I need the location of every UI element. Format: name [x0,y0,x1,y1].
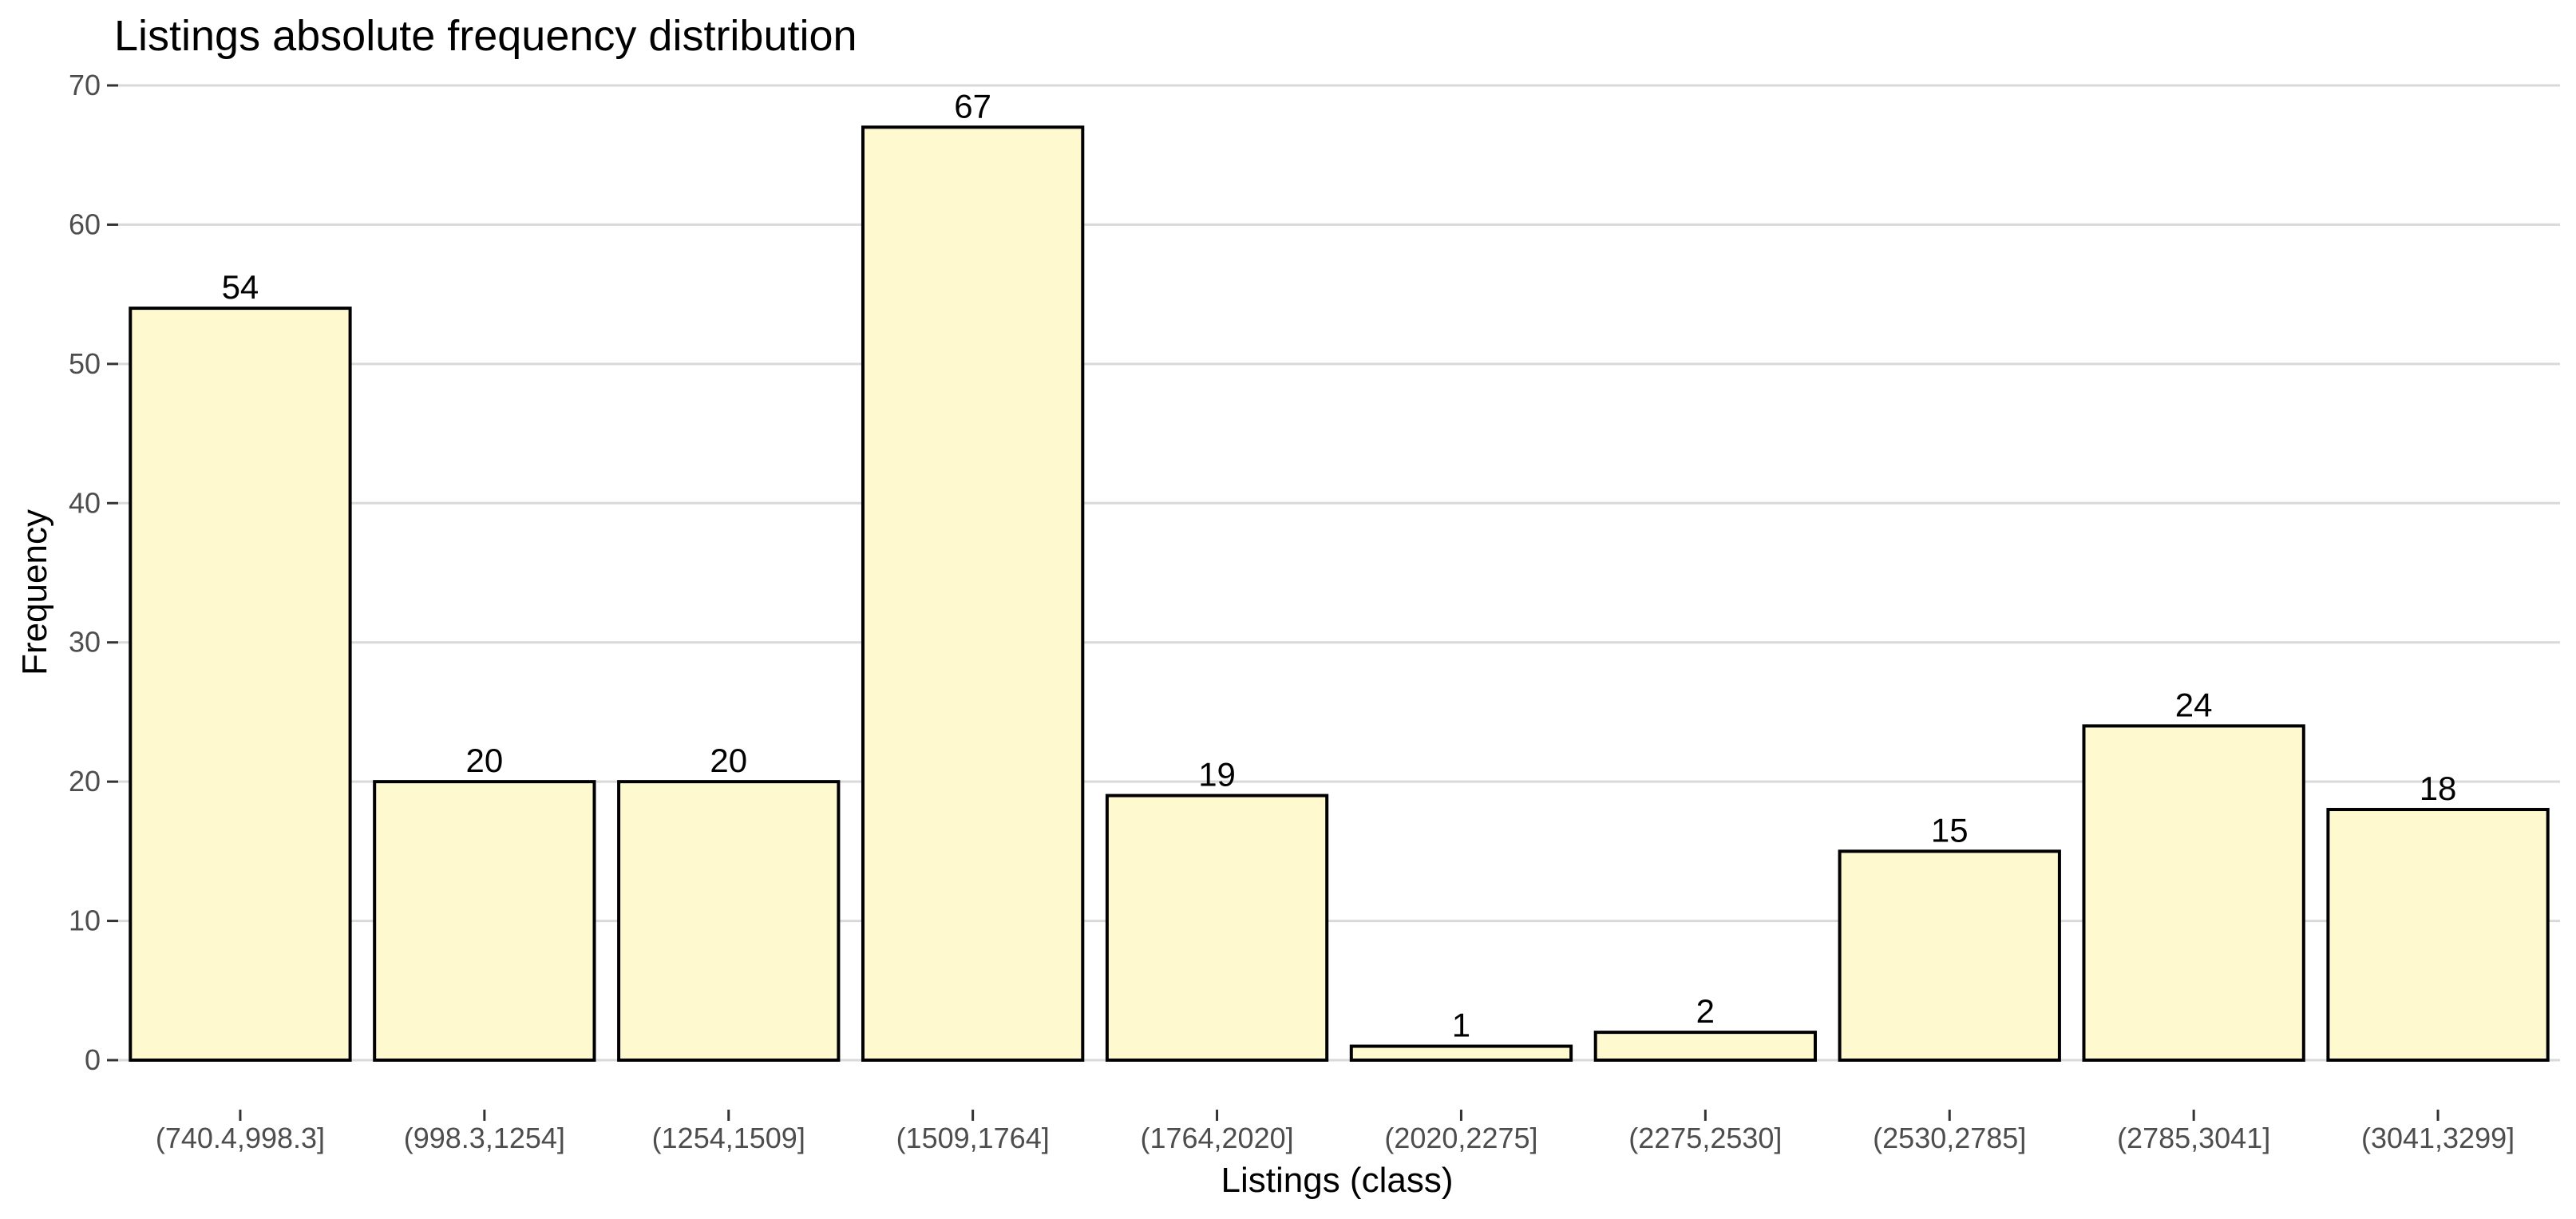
x-tick-label: (3041,3299] [2361,1122,2515,1154]
bar-value-label: 19 [1198,756,1236,794]
bar-value-label: 1 [1452,1007,1470,1044]
bar [129,307,352,1063]
bar-value-label: 67 [954,87,991,125]
bar [861,125,1085,1062]
bar [2326,808,2550,1062]
x-tick-label: (1764,2020] [1140,1122,1293,1154]
y-tick-label: 60 [69,208,101,240]
bar [1838,849,2061,1063]
bar-value-label: 24 [2175,686,2213,723]
bar-value-label: 15 [1931,811,1969,849]
x-tick-label: (740.4,998.3] [156,1122,325,1154]
y-tick-label: 40 [69,486,101,519]
x-tick-label: (998.3,1254] [404,1122,565,1154]
y-tick-label: 10 [69,904,101,937]
bar [617,780,841,1063]
bar-value-label: 2 [1696,992,1715,1030]
bar-value-label: 20 [465,742,503,779]
bars: 54 20 20 67 19 1 2 15 24 18 [129,87,2550,1063]
y-tick-label: 20 [69,765,101,797]
x-axis: (740.4,998.3] (998.3,1254] (1254,1509] (150… [156,1110,2515,1154]
y-tick-label: 50 [69,347,101,380]
bar-value-label: 18 [2420,770,2457,807]
bar [1593,1031,1818,1062]
x-axis-title: Listings (class) [1221,1161,1454,1200]
y-tick-label: 70 [69,69,101,101]
x-tick-label: (2020,2275] [1384,1122,1537,1154]
bar-value-label: 20 [710,742,747,779]
y-tick-label: 0 [85,1043,101,1076]
x-tick-label: (1509,1764] [896,1122,1050,1154]
chart-title: Listings absolute frequency distribution [114,12,857,60]
x-tick-label: (2275,2530] [1628,1122,1782,1154]
y-axis-title: Frequency [15,509,54,675]
bar [1349,1044,1573,1062]
y-axis: 0 10 20 30 40 50 60 70 [69,69,118,1076]
bar [373,780,596,1063]
x-tick-label: (1254,1509] [652,1122,805,1154]
x-tick-label: (2785,3041] [2117,1122,2270,1154]
bar [1105,794,1329,1062]
x-tick-label: (2530,2785] [1873,1122,2026,1154]
bar-value-label: 54 [222,268,259,306]
y-tick-label: 30 [69,626,101,659]
bar [2082,724,2305,1062]
